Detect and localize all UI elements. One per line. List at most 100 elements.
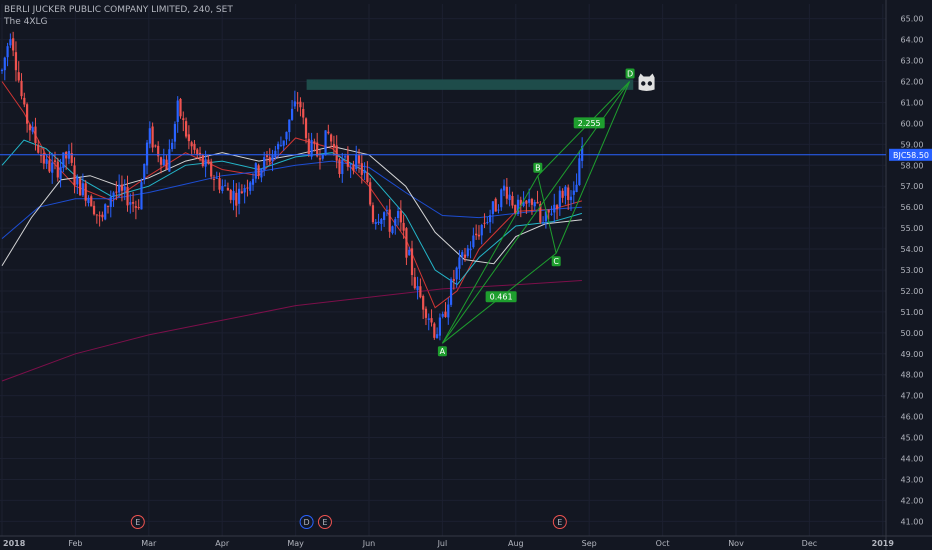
candle-body — [558, 190, 561, 207]
pattern-point-label: C — [553, 257, 559, 266]
candle-body — [226, 187, 230, 191]
candle-body — [145, 142, 149, 166]
candle-body — [190, 142, 193, 147]
candle-body — [115, 191, 118, 193]
pattern-point-badge — [625, 68, 635, 79]
candle-body — [555, 205, 559, 209]
event-marker — [299, 515, 314, 529]
target-zone-box — [306, 79, 634, 90]
candle-body — [20, 80, 23, 97]
candle-body — [279, 145, 283, 147]
candle-body — [157, 145, 160, 157]
candle-body — [338, 159, 341, 175]
candle-body — [321, 154, 324, 159]
price-tick-label: 41.00 — [901, 517, 924, 526]
time-tick-label: Jul — [437, 539, 448, 548]
candle-body — [463, 254, 467, 258]
candle-body — [341, 159, 344, 174]
candle-body — [343, 156, 347, 158]
price-tick-label: 60.00 — [901, 119, 924, 128]
candle-body — [449, 279, 453, 305]
candle-body — [3, 57, 6, 71]
candle-body — [349, 166, 352, 168]
candle-body — [522, 201, 525, 206]
candle-body — [106, 205, 110, 207]
last-price-value: 58.50 — [906, 151, 929, 160]
candle-body — [500, 189, 503, 208]
candle-body — [307, 138, 310, 155]
pattern-point-badge — [551, 256, 561, 267]
price-tick-label: 49.00 — [901, 350, 924, 359]
candle-body — [572, 190, 575, 195]
candle-body — [396, 211, 400, 219]
price-tick-label: 44.00 — [901, 455, 924, 464]
price-tick-label: 62.00 — [901, 77, 924, 86]
event-marker — [317, 515, 332, 529]
price-tick-label: 46.00 — [901, 413, 924, 422]
candle-body — [277, 143, 280, 150]
candle-body — [70, 153, 73, 163]
candle-body — [296, 102, 299, 104]
candle-body — [173, 123, 177, 142]
candle-body — [53, 160, 57, 162]
candle-body — [28, 124, 31, 131]
candle-body — [436, 334, 439, 339]
candle-body — [352, 164, 355, 171]
event-marker-label: E — [557, 518, 562, 527]
candle-body — [313, 141, 316, 144]
candle-body — [452, 279, 455, 281]
candle-body — [489, 215, 492, 223]
candle-body — [182, 118, 185, 121]
price-tick-label: 50.00 — [901, 329, 924, 338]
candle-body — [497, 209, 500, 211]
candle-body — [458, 257, 461, 269]
candle-body — [235, 192, 238, 206]
price-tick-label: 42.00 — [901, 496, 924, 505]
candle-body — [6, 46, 9, 58]
candle-body — [472, 235, 475, 248]
candle-body — [240, 191, 243, 194]
candle-body — [14, 52, 18, 71]
candle-body — [254, 163, 257, 179]
candle-body — [246, 187, 249, 189]
candle-body — [31, 127, 34, 132]
candle-body — [176, 100, 179, 122]
candle-body — [405, 228, 408, 258]
candle-body — [196, 149, 199, 155]
candle-body — [494, 198, 497, 212]
candle-body — [402, 222, 405, 231]
candle-body — [131, 202, 135, 204]
pattern-leg — [441, 175, 539, 344]
candle-body — [9, 39, 12, 46]
candle-body — [171, 142, 174, 150]
candle-body — [318, 158, 322, 160]
candle-body — [466, 248, 469, 256]
candle-body — [330, 134, 333, 142]
candle-body — [218, 178, 221, 190]
candle-body — [184, 121, 188, 137]
price-tick-label: 45.00 — [901, 434, 924, 443]
candle-body — [51, 162, 54, 173]
time-axis[interactable]: 2018 Feb Mar Apr May Jun Jul Aug Sep Oct Nov Dec 201… — [0, 535, 932, 548]
candle-body — [26, 104, 29, 124]
candle-body — [87, 197, 90, 204]
candle-body — [564, 186, 567, 196]
candle-body — [249, 182, 252, 191]
candle-body — [243, 188, 246, 193]
candle-body — [360, 163, 363, 175]
price-tick-label: 65.00 — [901, 15, 924, 24]
candle-body — [210, 161, 213, 177]
candle-body — [550, 213, 553, 215]
candle-body — [486, 222, 489, 224]
candle-body — [410, 248, 414, 276]
candle-body — [502, 185, 506, 191]
owl-icon-body — [638, 73, 655, 91]
price-tick-label: 64.00 — [901, 36, 924, 45]
price-axis[interactable]: 65.00 64.00 63.00 62.00 61.00 60.00 59.00 58.00… — [885, 0, 924, 550]
price-tick-label: 48.00 — [901, 371, 924, 380]
candle-body — [542, 222, 545, 224]
moving-average-line — [1, 280, 582, 382]
candle-body — [59, 166, 62, 179]
